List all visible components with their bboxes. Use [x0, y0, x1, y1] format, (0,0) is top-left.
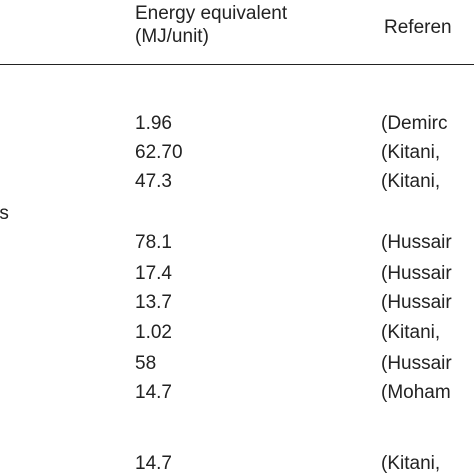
header-energy-line1: Energy equivalent [135, 3, 288, 24]
row-8-value: 58 [135, 353, 157, 374]
row-0-reference: (Demirc [381, 113, 448, 134]
row-4-value: 78.1 [135, 232, 172, 253]
row-9-value: 14.7 [135, 382, 172, 403]
row-8-reference: (Hussair [381, 353, 452, 374]
row-9-reference: (Moham [381, 382, 451, 403]
row-4-reference: (Hussair [381, 232, 452, 253]
row-7-value: 1.02 [135, 322, 172, 343]
row-0-value: 1.96 [135, 113, 172, 134]
row-6-value: 13.7 [135, 292, 172, 313]
header-rule [0, 64, 474, 65]
row-7-reference: (Kitani, [381, 322, 441, 343]
row-5-reference: (Hussair [381, 263, 452, 284]
row-5-value: 17.4 [135, 263, 172, 284]
row-6-reference: (Hussair [381, 292, 452, 313]
row-3-label: rs [0, 203, 9, 224]
header-energy-line2: (MJ/unit) [135, 26, 209, 47]
row-2-value: 47.3 [135, 171, 172, 192]
header-reference: Referen [384, 17, 452, 38]
row-1-value: 62.70 [135, 142, 183, 163]
header-energy-equivalent: Energy equivalent (MJ/unit) [135, 2, 287, 48]
row-2-reference: (Kitani, [381, 171, 441, 192]
row-1-reference: (Kitani, [381, 142, 441, 163]
row-12-reference: (Kitani, [381, 453, 441, 474]
row-12-value: 14.7 [135, 453, 172, 474]
